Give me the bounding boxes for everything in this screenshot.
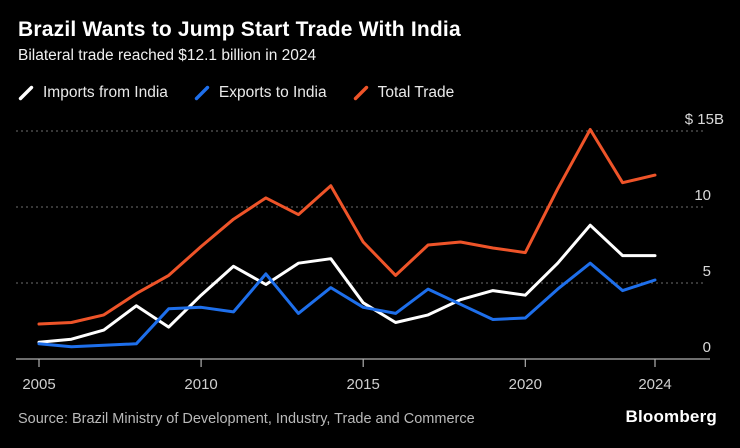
y-tick-label: 5 xyxy=(703,263,711,280)
y-tick-label: 0 xyxy=(703,339,711,356)
legend-label: Imports from India xyxy=(43,84,168,101)
legend-item-exports: Exports to India xyxy=(194,84,327,102)
x-tick-label: 2005 xyxy=(22,376,55,393)
source-note: Source: Brazil Ministry of Development, … xyxy=(18,411,475,427)
x-tick-label: 2010 xyxy=(184,376,217,393)
page-title: Brazil Wants to Jump Start Trade With In… xyxy=(18,18,461,41)
legend-slash-icon xyxy=(194,85,210,101)
legend-item-imports: Imports from India xyxy=(18,84,168,102)
chart-subtitle: Bilateral trade reached $12.1 billion in… xyxy=(18,47,317,64)
legend-label: Total Trade xyxy=(377,84,455,101)
legend-label: Exports to India xyxy=(218,84,327,101)
series-line-exports-to-india xyxy=(37,261,657,349)
bloomberg-logo: Bloomberg xyxy=(625,407,717,426)
y-tick-label: $ 15B xyxy=(685,111,724,128)
legend-slash-icon xyxy=(18,85,34,101)
y-tick-label: 10 xyxy=(694,187,711,204)
x-tick-label: 2020 xyxy=(509,376,542,393)
legend-slash-icon xyxy=(353,85,368,101)
series-line-imports-from-india xyxy=(37,223,657,344)
legend: Imports from India Exports to India Tota… xyxy=(18,84,454,102)
x-tick-label: 2024 xyxy=(638,376,671,393)
series-line-total-trade xyxy=(37,128,657,326)
x-tick-label: 2015 xyxy=(347,376,380,393)
legend-item-total: Total Trade xyxy=(353,84,455,102)
